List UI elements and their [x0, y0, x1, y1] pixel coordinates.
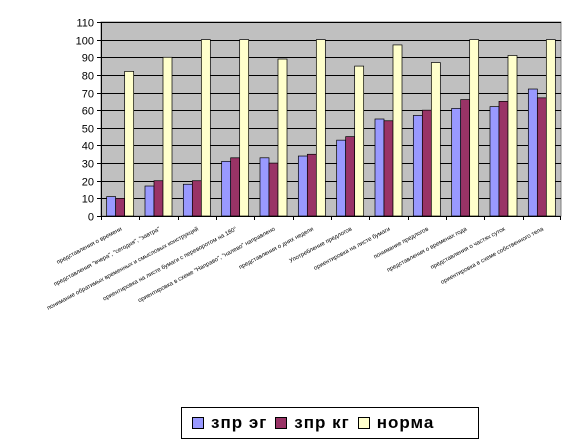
- y-tick-label: 40: [82, 141, 94, 153]
- legend-item-series-2: зпр кг: [275, 413, 349, 433]
- bar-2-7: [345, 136, 356, 217]
- gridlines: [97, 22, 561, 217]
- axes: [101, 22, 561, 220]
- legend-label-series-1: зпр эг: [211, 413, 268, 432]
- category-label-10: представления о временах года: [386, 226, 468, 274]
- legend-swatch-series-3: [357, 417, 370, 429]
- bar-1-6: [297, 155, 308, 217]
- bar-1-9: [412, 115, 423, 217]
- bar-2-1: [115, 198, 126, 217]
- category-label-1: представления о времени: [56, 226, 123, 265]
- y-tick-label: 80: [82, 71, 94, 83]
- bar-2-9: [421, 109, 432, 217]
- bar-3-12: [545, 39, 556, 217]
- legend-item-series-3: норма: [357, 413, 435, 433]
- legend-swatch-series-2: [275, 417, 288, 429]
- bar-2-10: [460, 99, 471, 217]
- y-tick-label: 110: [76, 18, 94, 30]
- bar-2-6: [306, 153, 317, 217]
- bar-2-3: [191, 180, 202, 217]
- category-label-7: Употребление предлогов: [289, 226, 353, 264]
- bar-1-7: [336, 139, 347, 217]
- category-label-3: понимание обратимых временных и смысловы…: [46, 226, 200, 312]
- bar-1-4: [221, 160, 232, 217]
- bar-1-1: [106, 196, 117, 217]
- y-tick-label: 70: [82, 89, 94, 101]
- legend-label-series-3: норма: [376, 413, 435, 432]
- bar-3-11: [507, 55, 518, 217]
- legend-swatch-series-1: [192, 417, 204, 429]
- bar-3-7: [354, 65, 365, 217]
- bars: [106, 39, 556, 217]
- category-label-5: ориентировка в схеме "Направо", "налево"…: [137, 226, 277, 304]
- bar-3-2: [162, 56, 173, 217]
- y-tick-label: 60: [82, 106, 94, 118]
- category-label-4: ориентировка на листе бумаги с переворот…: [102, 226, 238, 302]
- bar-1-3: [182, 183, 193, 217]
- y-tick-label: 90: [82, 53, 94, 65]
- bar-1-11: [489, 106, 500, 217]
- bar-2-5: [268, 162, 279, 217]
- y-tick-label: 100: [76, 36, 94, 48]
- plot-area: [100, 21, 562, 217]
- y-tick-label: 10: [82, 194, 94, 206]
- category-label-11: представления о частях суток: [430, 226, 507, 271]
- y-tick-label: 0: [88, 212, 94, 224]
- legend-item-series-1: зпр эг: [192, 413, 267, 433]
- bar-2-4: [230, 157, 241, 217]
- bar-1-10: [451, 108, 462, 217]
- bar-3-1: [124, 71, 135, 217]
- category-label-6: представления о днях недели: [238, 226, 315, 271]
- bar-3-9: [430, 62, 441, 217]
- bar-1-12: [527, 88, 538, 217]
- legend: зпр эг зпр кг норма: [181, 407, 479, 439]
- legend-label-series-2: зпр кг: [294, 413, 350, 432]
- y-tick-labels: 0 10 20 30 40 50 60 70 80 90 100 110: [76, 18, 94, 224]
- bar-2-12: [536, 97, 547, 217]
- bar-1-8: [374, 118, 385, 217]
- bar-3-10: [469, 39, 480, 217]
- y-tick-label: 20: [82, 177, 94, 189]
- bar-3-5: [277, 58, 288, 217]
- bar-1-2: [144, 185, 155, 217]
- plot-background: [100, 21, 562, 217]
- bar-1-5: [259, 157, 270, 217]
- bar-2-2: [153, 180, 164, 217]
- bar-2-8: [383, 120, 394, 217]
- y-tick-label: 50: [82, 124, 94, 136]
- bar-3-3: [200, 39, 211, 217]
- bar-3-4: [239, 39, 250, 217]
- bar-3-8: [392, 44, 403, 217]
- category-label-8: ориентировка на листе бумаги: [313, 226, 391, 271]
- bar-2-11: [498, 101, 509, 217]
- y-tick-label: 30: [82, 159, 94, 171]
- bar-chart: 0 10 20 30 40 50 60 70 80 90 100 110 представления …: [46, 18, 562, 312]
- bar-3-6: [315, 39, 326, 217]
